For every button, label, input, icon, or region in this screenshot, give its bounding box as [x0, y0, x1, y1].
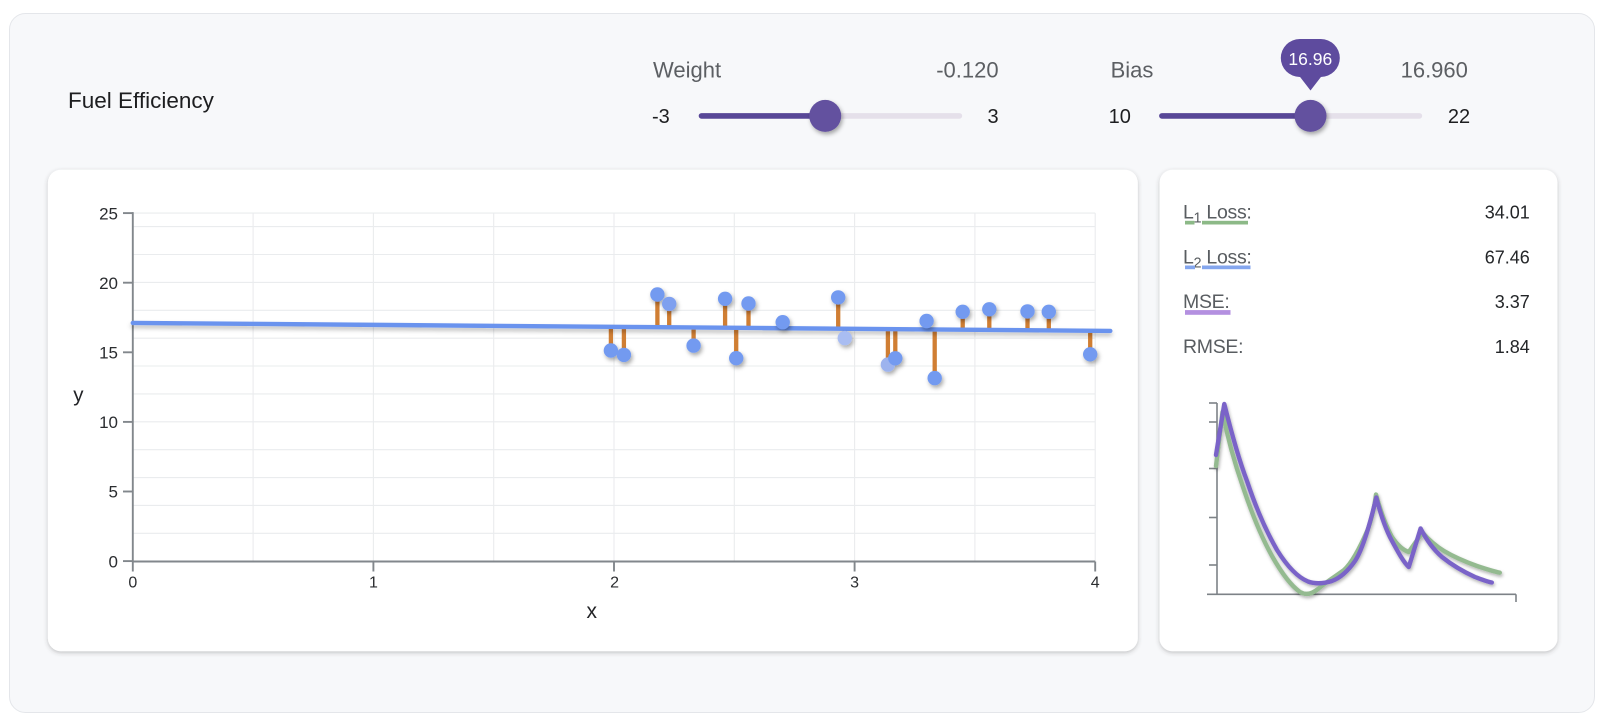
svg-text:x: x — [587, 600, 598, 623]
svg-text:20: 20 — [99, 274, 118, 293]
svg-text:22: 22 — [1448, 106, 1470, 128]
svg-text:1: 1 — [369, 575, 378, 592]
svg-text:-3: -3 — [652, 106, 670, 128]
svg-text:Weight: Weight — [653, 57, 721, 82]
svg-text:67.46: 67.46 — [1485, 247, 1530, 267]
svg-text:15: 15 — [99, 344, 118, 363]
svg-text:1.84: 1.84 — [1495, 337, 1530, 357]
svg-text:0: 0 — [128, 575, 137, 592]
svg-text:-0.120: -0.120 — [936, 57, 998, 82]
svg-text:Bias: Bias — [1111, 57, 1154, 82]
svg-text:MSE:: MSE: — [1183, 291, 1229, 313]
svg-text:10: 10 — [1109, 106, 1131, 128]
svg-text:2: 2 — [610, 575, 619, 592]
svg-text:16.960: 16.960 — [1401, 57, 1468, 82]
svg-text:0: 0 — [109, 552, 118, 571]
svg-text:25: 25 — [99, 204, 118, 223]
svg-text:16.96: 16.96 — [1288, 49, 1332, 69]
svg-text:4: 4 — [1091, 575, 1100, 592]
svg-text:Fuel Efficiency: Fuel Efficiency — [68, 88, 215, 113]
svg-text:y: y — [73, 383, 84, 406]
svg-text:3.37: 3.37 — [1495, 292, 1530, 312]
svg-text:5: 5 — [109, 483, 118, 502]
svg-text:3: 3 — [850, 575, 859, 592]
svg-text:34.01: 34.01 — [1485, 203, 1530, 223]
svg-text:10: 10 — [99, 413, 118, 432]
svg-text:3: 3 — [987, 106, 998, 128]
svg-text:RMSE:: RMSE: — [1183, 336, 1243, 358]
